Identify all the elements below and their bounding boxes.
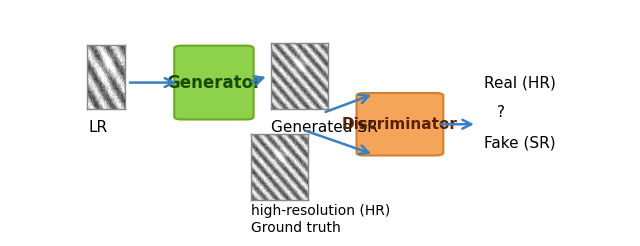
Text: Real (HR): Real (HR)	[484, 75, 556, 90]
FancyBboxPatch shape	[174, 46, 253, 120]
FancyBboxPatch shape	[356, 93, 444, 155]
Text: Generated SR: Generated SR	[271, 121, 378, 136]
Text: ?: ?	[497, 105, 504, 120]
Text: Generator: Generator	[166, 74, 262, 92]
Text: LR: LR	[89, 121, 108, 136]
Text: Fake (SR): Fake (SR)	[484, 136, 556, 151]
Text: high-resolution (HR)
Ground truth: high-resolution (HR) Ground truth	[251, 204, 390, 235]
Text: Discriminator: Discriminator	[342, 117, 458, 132]
